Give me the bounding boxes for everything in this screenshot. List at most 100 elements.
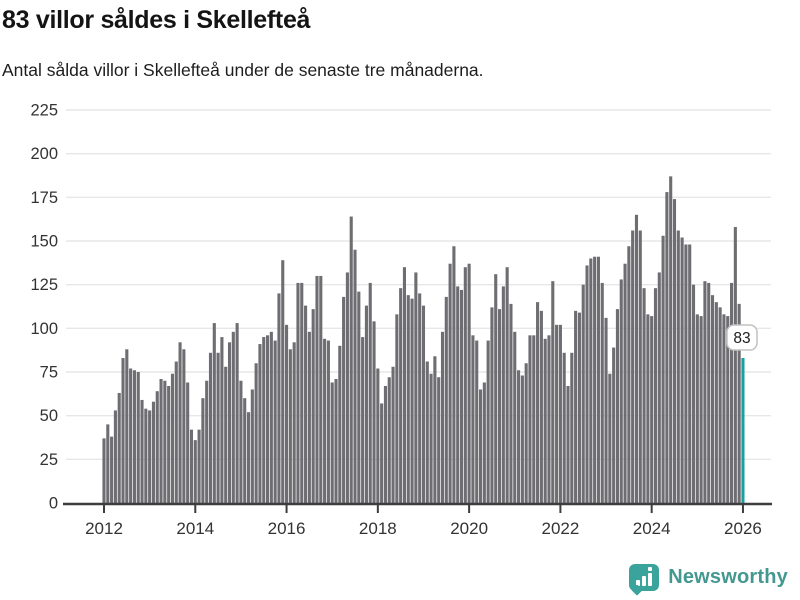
bar (311, 309, 315, 503)
bar (148, 410, 152, 503)
bar (151, 401, 155, 503)
bar (501, 286, 505, 503)
bar (524, 363, 528, 503)
bar (498, 309, 502, 503)
bar (140, 399, 144, 503)
bar (699, 316, 703, 503)
bar (372, 321, 376, 503)
bar (193, 440, 197, 503)
bar (235, 323, 239, 503)
bar (231, 331, 235, 503)
bar (593, 256, 597, 503)
bar (189, 429, 194, 503)
x-tick-label-2020: 2020 (450, 519, 488, 538)
bar (669, 176, 673, 503)
bar (452, 246, 456, 504)
bar (459, 289, 464, 503)
bar (307, 331, 311, 503)
bar (258, 344, 262, 503)
bar (250, 389, 254, 503)
bar (163, 380, 167, 503)
bar (543, 338, 547, 503)
bar (269, 331, 273, 503)
y-tick-label-150: 150 (30, 233, 58, 251)
bar (227, 342, 232, 503)
bar (585, 265, 589, 503)
bar-chart: 0 25 50 75 100 125 150 175 200 225 2012 2014 2016 201… (30, 102, 772, 538)
bar (691, 284, 696, 503)
bar (349, 216, 353, 504)
bar (710, 295, 715, 503)
bar (296, 282, 300, 503)
bar (634, 214, 639, 504)
bar (672, 199, 677, 503)
bar (182, 349, 186, 503)
bar (513, 331, 517, 503)
page-title: 83 villor såldes i Skellefteå (2, 6, 311, 34)
x-tick-label-2016: 2016 (268, 519, 306, 538)
bar (623, 263, 627, 503)
bar (288, 349, 292, 503)
x-tick-label-2024: 2024 (633, 519, 671, 538)
bar (129, 368, 133, 503)
bar (345, 272, 349, 503)
bar (361, 337, 365, 503)
bar (642, 288, 646, 503)
bar (326, 340, 330, 503)
bar (695, 314, 699, 503)
bar (688, 244, 692, 504)
bar (353, 249, 357, 503)
x-tick-label-2026: 2026 (724, 519, 762, 538)
y-tick-label-50: 50 (40, 407, 58, 425)
bar (368, 282, 372, 503)
bar (574, 310, 578, 503)
bar (429, 373, 433, 503)
bar (684, 244, 688, 504)
bar (319, 275, 323, 503)
bar (387, 377, 391, 503)
logo-bar-tall (648, 573, 653, 586)
bar (528, 335, 532, 503)
bar (680, 237, 684, 503)
bar (334, 378, 338, 503)
bar (661, 235, 665, 503)
bar (433, 356, 437, 503)
bar (406, 295, 410, 503)
bar (410, 298, 414, 503)
bar (208, 352, 213, 503)
bar (676, 230, 680, 503)
bar (243, 398, 247, 503)
bar (722, 314, 726, 503)
bar (414, 272, 418, 503)
brand-name: Newsworthy (668, 566, 788, 588)
bar (205, 380, 209, 503)
y-tick-label-100: 100 (30, 320, 58, 338)
bar (665, 192, 669, 503)
logo-bar-small (636, 580, 641, 586)
x-tick-label-2012: 2012 (85, 519, 123, 538)
bar (596, 256, 600, 503)
bar (718, 307, 722, 503)
bar (463, 267, 467, 503)
bar (216, 352, 220, 503)
bar (456, 286, 460, 503)
bar (136, 372, 140, 503)
bar (125, 349, 129, 503)
bar (562, 352, 566, 503)
bar (265, 335, 270, 503)
y-tick-label-0: 0 (49, 495, 58, 513)
bar (383, 385, 387, 503)
y-tick-label-25: 25 (40, 451, 58, 469)
bar (536, 302, 540, 503)
bar (425, 361, 429, 503)
bar (262, 337, 266, 503)
bar (117, 392, 121, 503)
bar (174, 361, 178, 503)
bar (300, 282, 304, 503)
bar (589, 258, 593, 503)
x-tick-label-2022: 2022 (541, 519, 579, 538)
bar (178, 342, 182, 503)
y-tick-label-225: 225 (30, 102, 58, 120)
bar (212, 323, 216, 503)
bar (418, 293, 422, 503)
